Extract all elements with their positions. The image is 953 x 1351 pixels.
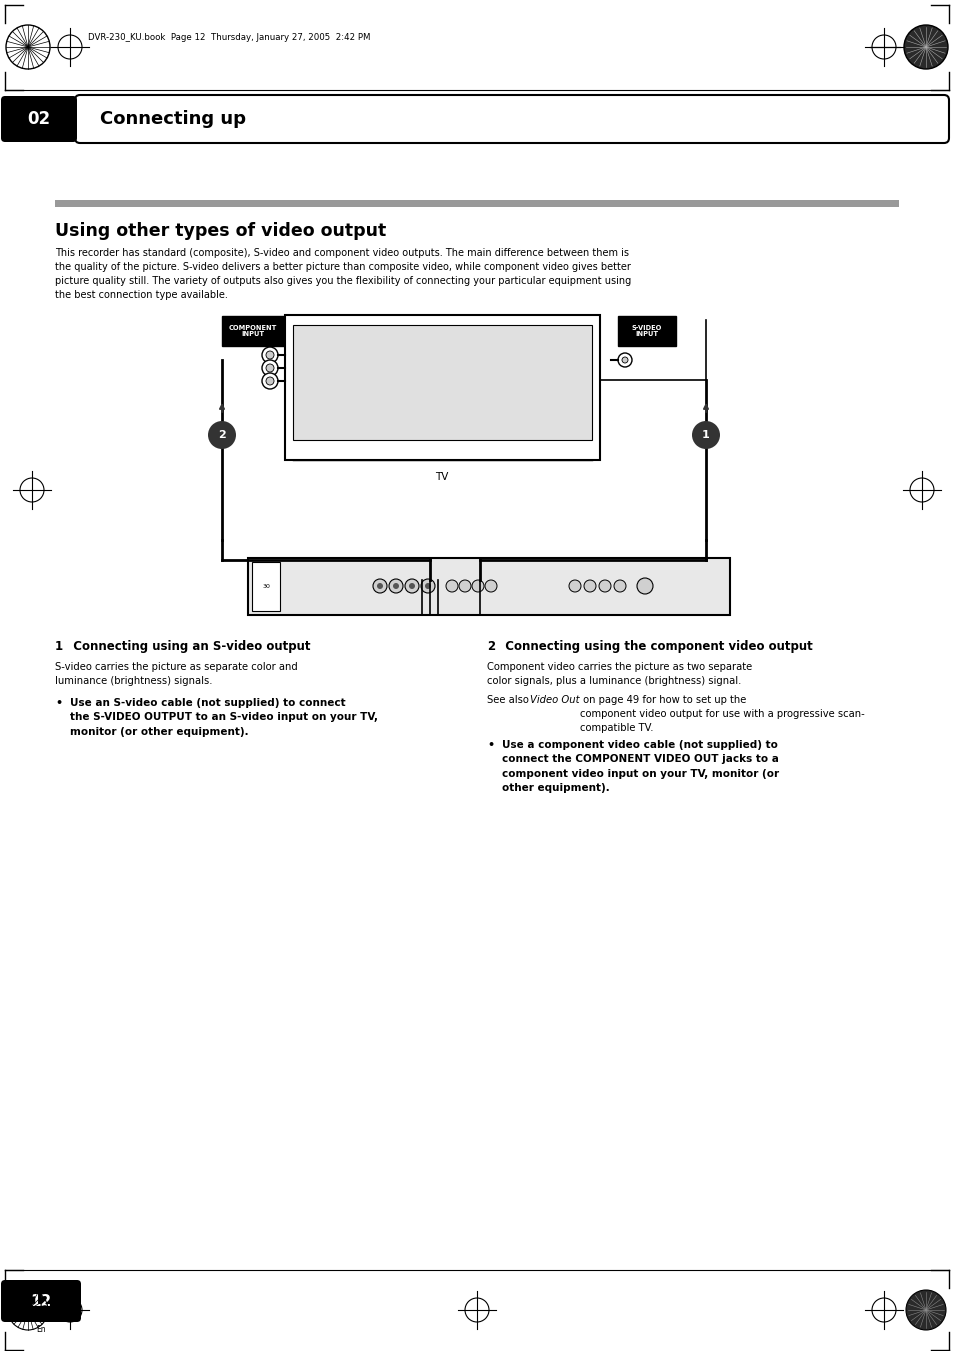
Circle shape xyxy=(621,357,627,363)
Circle shape xyxy=(637,578,652,594)
Circle shape xyxy=(598,580,610,592)
Bar xyxy=(618,316,676,346)
Text: Component video carries the picture as two separate
color signals, plus a lumina: Component video carries the picture as t… xyxy=(486,662,752,686)
Text: Using other types of video output: Using other types of video output xyxy=(55,222,386,240)
Circle shape xyxy=(208,422,235,449)
Circle shape xyxy=(409,584,415,589)
Circle shape xyxy=(568,580,580,592)
Circle shape xyxy=(484,580,497,592)
Text: Video Out: Video Out xyxy=(530,694,578,705)
Text: COMPONENT
INPUT: COMPONENT INPUT xyxy=(229,324,277,338)
Text: the best connection type available.: the best connection type available. xyxy=(55,290,228,300)
Text: •: • xyxy=(486,740,494,750)
Circle shape xyxy=(262,373,277,389)
Text: 1: 1 xyxy=(701,430,709,440)
Circle shape xyxy=(266,351,274,359)
Circle shape xyxy=(405,580,418,593)
Text: TV: TV xyxy=(435,471,448,482)
Circle shape xyxy=(420,580,435,593)
Text: Connecting using an S-video output: Connecting using an S-video output xyxy=(65,640,310,653)
Text: Connecting using the component video output: Connecting using the component video out… xyxy=(497,640,812,653)
Text: S-video carries the picture as separate color and
luminance (brightness) signals: S-video carries the picture as separate … xyxy=(55,662,297,686)
Circle shape xyxy=(373,580,387,593)
Text: 2: 2 xyxy=(486,640,495,653)
Circle shape xyxy=(614,580,625,592)
Circle shape xyxy=(262,347,277,363)
FancyBboxPatch shape xyxy=(75,95,948,143)
Bar xyxy=(222,316,284,346)
Text: on page 49 for how to set up the
component video output for use with a progressi: on page 49 for how to set up the compone… xyxy=(579,694,863,734)
Circle shape xyxy=(266,363,274,372)
Bar xyxy=(248,558,729,615)
FancyBboxPatch shape xyxy=(1,1279,81,1323)
Circle shape xyxy=(376,584,382,589)
Circle shape xyxy=(905,1290,945,1329)
Text: picture quality still. The variety of outputs also gives you the flexibility of : picture quality still. The variety of ou… xyxy=(55,276,631,286)
Circle shape xyxy=(389,580,402,593)
Text: S-VIDEO
INPUT: S-VIDEO INPUT xyxy=(631,324,661,338)
Text: •: • xyxy=(55,698,62,708)
Circle shape xyxy=(903,26,947,69)
Text: the quality of the picture. S-video delivers a better picture than composite vid: the quality of the picture. S-video deli… xyxy=(55,262,630,272)
Text: This recorder has standard (composite), S-video and component video outputs. The: This recorder has standard (composite), … xyxy=(55,249,628,258)
Circle shape xyxy=(618,353,631,367)
Circle shape xyxy=(266,377,274,385)
Text: Use an S-video cable (not supplied) to connect
the S-VIDEO OUTPUT to an S-video : Use an S-video cable (not supplied) to c… xyxy=(70,698,377,736)
Text: 02: 02 xyxy=(28,109,51,128)
Text: 30: 30 xyxy=(262,584,270,589)
Text: En: En xyxy=(36,1325,46,1333)
Text: 12: 12 xyxy=(30,1293,51,1309)
Circle shape xyxy=(393,584,398,589)
Circle shape xyxy=(472,580,483,592)
Text: DVR-230_KU.book  Page 12  Thursday, January 27, 2005  2:42 PM: DVR-230_KU.book Page 12 Thursday, Januar… xyxy=(88,34,370,42)
Text: Use a component video cable (not supplied) to
connect the COMPONENT VIDEO OUT ja: Use a component video cable (not supplie… xyxy=(501,740,779,793)
Bar xyxy=(285,315,599,459)
Bar xyxy=(55,200,898,207)
Bar xyxy=(252,562,280,611)
Circle shape xyxy=(458,580,471,592)
Circle shape xyxy=(691,422,720,449)
Circle shape xyxy=(446,580,457,592)
Circle shape xyxy=(424,584,431,589)
Circle shape xyxy=(583,580,596,592)
Text: Connecting up: Connecting up xyxy=(100,109,246,128)
Text: See also: See also xyxy=(486,694,532,705)
Text: 2: 2 xyxy=(218,430,226,440)
FancyBboxPatch shape xyxy=(1,96,77,142)
Bar xyxy=(293,326,592,440)
Circle shape xyxy=(262,359,277,376)
Text: 1: 1 xyxy=(55,640,63,653)
